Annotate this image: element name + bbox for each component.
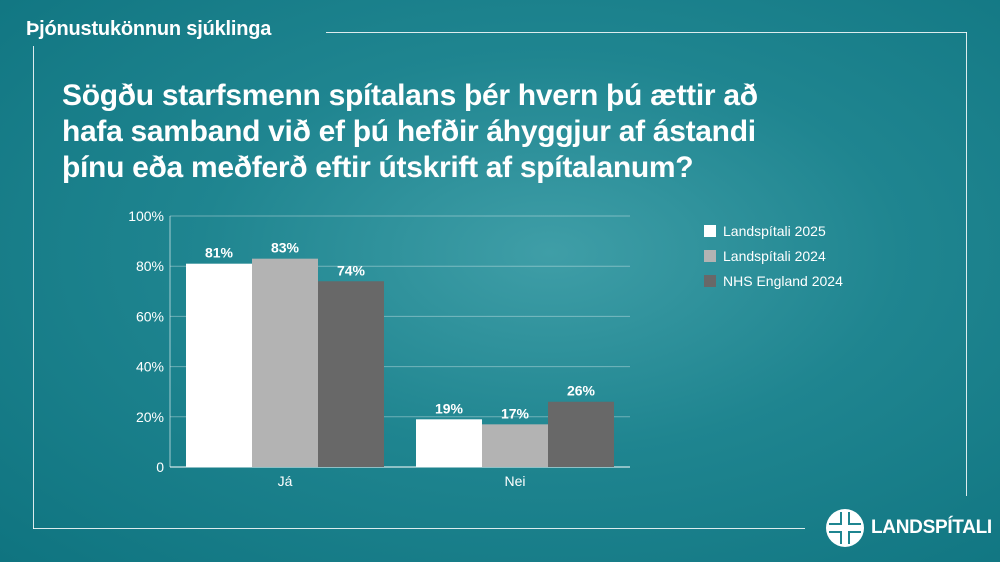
- legend-swatch-1: [704, 249, 716, 262]
- x-tick-label: Já: [278, 473, 293, 489]
- chart-headline: Sögðu starfsmenn spítalans þér hvern þú …: [62, 79, 758, 184]
- landspitali-logo: LANDSPÍTALI: [825, 508, 992, 548]
- frame-line-left: [33, 46, 34, 529]
- legend-swatch-2: [704, 274, 716, 287]
- legend-swatch-0: [704, 224, 716, 237]
- bar: [416, 419, 482, 467]
- legend-item-1: Landspítali 2024: [704, 243, 843, 268]
- frame-line-top: [326, 32, 967, 33]
- y-tick-label: 20%: [136, 409, 164, 425]
- y-tick-label: 60%: [136, 308, 164, 324]
- brand-name: LANDSPÍTALI: [871, 517, 992, 538]
- frame-line-bottom: [33, 528, 805, 529]
- bar: [186, 263, 252, 467]
- data-label: 17%: [501, 405, 530, 421]
- frame-line-right: [966, 32, 967, 496]
- y-tick-label: 100%: [128, 208, 164, 224]
- survey-tag: Þjónustukönnun sjúklinga: [26, 18, 272, 40]
- legend-item-2: NHS England 2024: [704, 268, 843, 293]
- data-label: 26%: [567, 383, 596, 399]
- data-label: 83%: [271, 240, 300, 256]
- legend-label-0: Landspítali 2025: [723, 222, 826, 239]
- cross-logo-icon: [826, 509, 864, 547]
- data-label: 19%: [435, 400, 464, 416]
- y-tick-label: 0: [156, 459, 164, 475]
- bar: [252, 258, 318, 467]
- bar: [318, 281, 384, 467]
- y-tick-label: 40%: [136, 359, 164, 375]
- data-label: 81%: [205, 245, 234, 261]
- legend-label-1: Landspítali 2024: [723, 247, 826, 264]
- y-tick-label: 80%: [136, 258, 164, 274]
- legend-item-0: Landspítali 2025: [704, 218, 843, 243]
- x-tick-label: Nei: [504, 473, 525, 489]
- bar: [482, 424, 548, 467]
- legend-label-2: NHS England 2024: [723, 272, 843, 289]
- chart-legend: Landspítali 2025 Landspítali 2024 NHS En…: [704, 218, 843, 293]
- data-label: 74%: [337, 262, 366, 278]
- bar: [548, 401, 614, 467]
